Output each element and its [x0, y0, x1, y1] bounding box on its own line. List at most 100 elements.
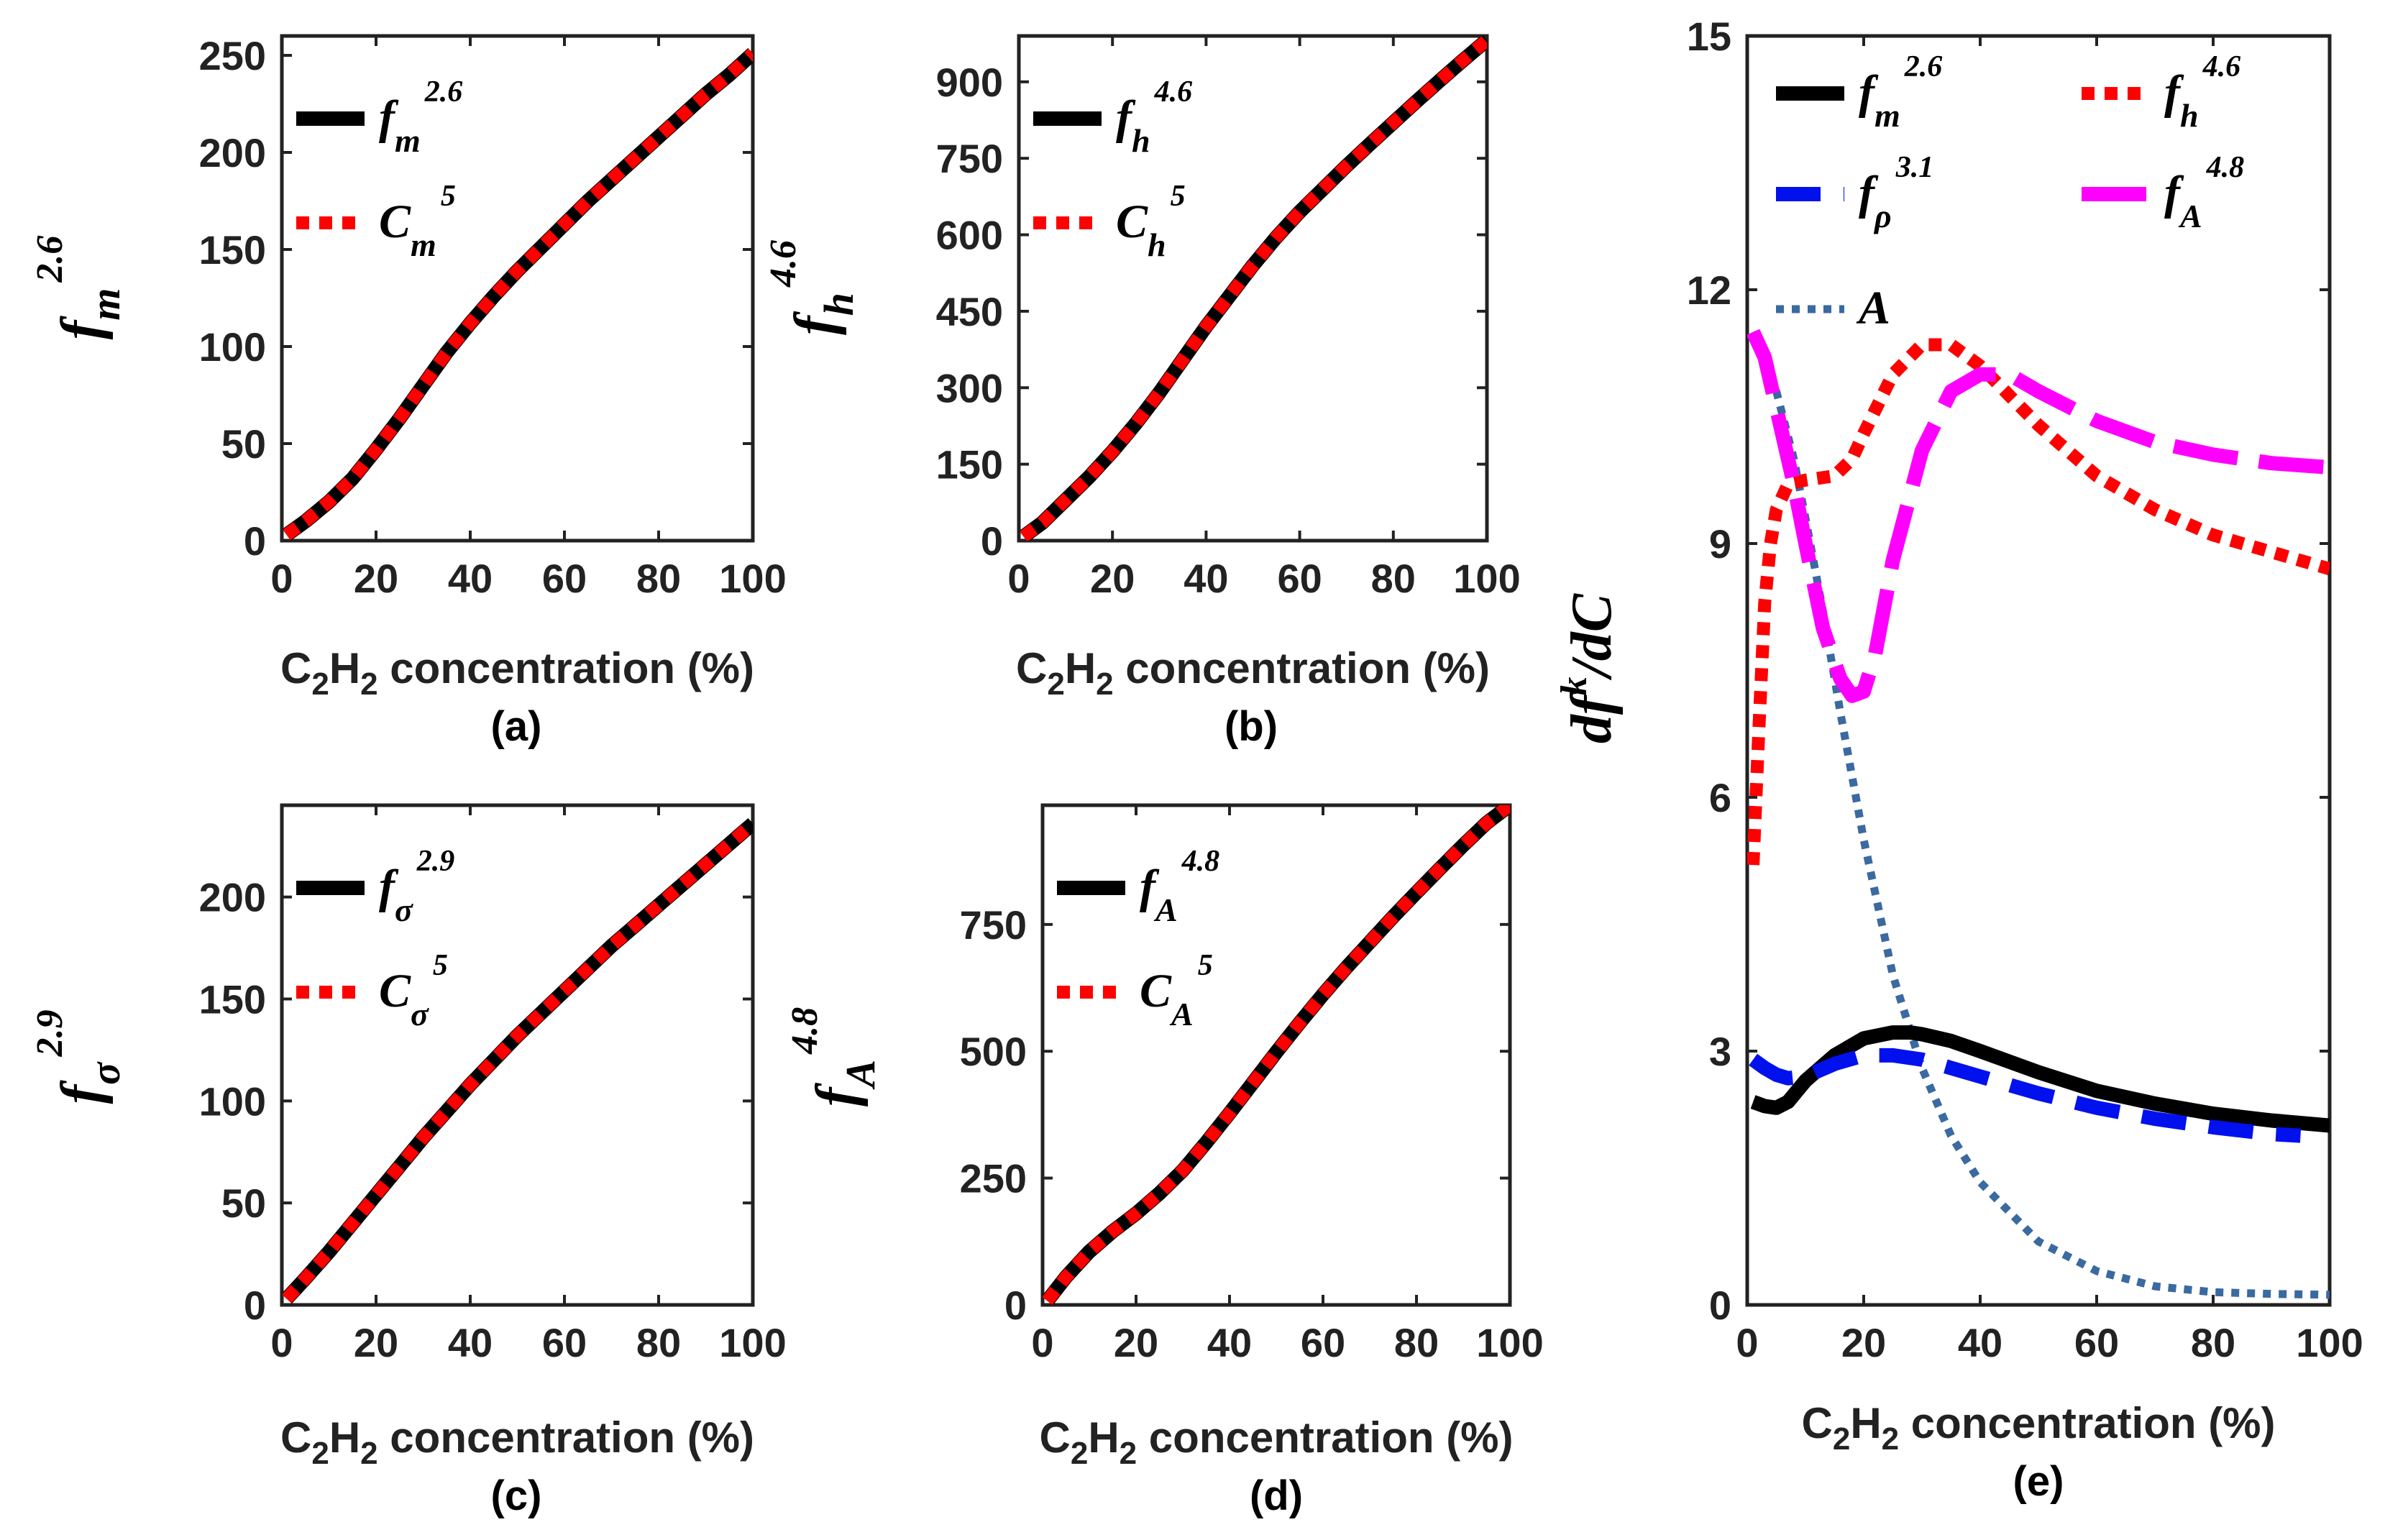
x-tick-label: 40 [1958, 1320, 2002, 1365]
y-tick-label: 500 [960, 1029, 1027, 1074]
legend-entry-4: A [1776, 282, 1890, 334]
x-tick-label: 60 [2074, 1320, 2119, 1365]
y-axis-label: fh4.6 [763, 240, 862, 335]
x-tick-label: 0 [270, 556, 293, 601]
y-tick-label: 0 [244, 1283, 266, 1328]
x-tick-label: 60 [1277, 556, 1322, 601]
plot-frame [1040, 803, 1512, 1307]
y-tick-label: 100 [199, 324, 266, 370]
y-axis-label: fσ2.9 [29, 1010, 129, 1104]
panel-caption: (d) [1250, 1472, 1303, 1519]
panel-c: 0 20 40 60 80 100 0 50 100 150 200 fσ2.9 Cσ5 C2H2 con… [29, 803, 787, 1519]
legend-label: Cσ5 [379, 949, 448, 1032]
y-tick-label: 0 [244, 518, 266, 564]
x-tick-label: 40 [448, 556, 493, 601]
legend-label: Cm5 [379, 180, 456, 263]
y-tick-label: 50 [221, 421, 266, 467]
y-tick-label: 6 [1709, 775, 1731, 820]
x-tick-label: 80 [1394, 1320, 1439, 1365]
svg-text:fm2.6: fm2.6 [29, 236, 129, 340]
x-tick-label: 100 [719, 556, 786, 601]
x-tick-label: 100 [2296, 1320, 2363, 1365]
plot-frame [280, 803, 755, 1307]
svg-text:fh4.6: fh4.6 [763, 240, 862, 335]
x-tick-label: 60 [542, 1320, 587, 1365]
x-tick-label: 0 [270, 1320, 293, 1365]
legend-entry-0: fm2.6 [296, 75, 462, 159]
legend-entry-1: fρ3.1 [1776, 151, 1933, 234]
y-tick-label: 200 [199, 875, 266, 920]
legend-label: Ch5 [1116, 180, 1186, 263]
series-line-3 [1747, 329, 2330, 703]
x-tick-label: 0 [1007, 556, 1030, 601]
x-tick-label: 100 [1476, 1320, 1543, 1365]
legend-entry-0: fσ2.9 [296, 845, 454, 928]
y-tick-label: 300 [936, 365, 1003, 411]
series-line-1 [1020, 36, 1487, 541]
y-tick-label: 100 [199, 1078, 266, 1124]
y-tick-label: 250 [960, 1156, 1027, 1201]
x-tick-label: 20 [1090, 556, 1135, 601]
y-tick-label: 150 [199, 227, 266, 272]
y-tick-label: 200 [199, 130, 266, 175]
x-axis-label: C2H2 concentration (%) [1801, 1399, 2275, 1457]
y-tick-label: 750 [936, 136, 1003, 181]
y-tick-label: 900 [936, 60, 1003, 105]
x-tick-label: 40 [448, 1320, 493, 1365]
x-tick-label: 100 [1453, 556, 1520, 601]
panel-caption: (b) [1224, 703, 1278, 750]
x-tick-label: 80 [1371, 556, 1416, 601]
x-tick-label: 60 [542, 556, 587, 601]
svg-text:dfk/dC: dfk/dC [1554, 592, 1624, 743]
panel-b: 0 20 40 60 80 100 0 150 300 450 600 750 900 fh4.6 Ch5 C… [763, 34, 1521, 750]
x-axis-label: C2H2 concentration (%) [280, 1413, 754, 1471]
panel-caption: (e) [2013, 1458, 2064, 1505]
plot-frame [280, 34, 755, 543]
x-tick-label: 60 [1301, 1320, 1345, 1365]
y-tick-label: 12 [1687, 267, 1731, 313]
y-tick-label: 150 [936, 442, 1003, 487]
series-line-1 [1749, 1048, 2302, 1143]
panel-caption: (c) [491, 1472, 542, 1519]
x-tick-label: 0 [1031, 1320, 1053, 1365]
series-line-1 [283, 48, 753, 541]
svg-text:fA4.8: fA4.8 [784, 1007, 884, 1106]
panel-caption: (a) [491, 703, 542, 750]
legend-entry-1: Cm5 [296, 180, 456, 263]
y-tick-label: 0 [1004, 1283, 1027, 1328]
series-line-0 [1750, 1025, 2330, 1133]
y-axis-label: dfk/dC [1554, 592, 1624, 743]
x-tick-label: 80 [636, 1320, 681, 1365]
y-tick-label: 750 [960, 902, 1027, 948]
x-tick-label: 40 [1184, 556, 1228, 601]
plot-frame [1017, 34, 1489, 543]
y-tick-label: 450 [936, 289, 1003, 334]
x-axis-label: C2H2 concentration (%) [280, 644, 754, 702]
y-tick-label: 250 [199, 33, 266, 78]
x-tick-label: 20 [354, 556, 398, 601]
y-tick-label: 15 [1687, 14, 1731, 59]
legend-label: CA5 [1140, 949, 1213, 1032]
legend-label: A [1856, 282, 1890, 334]
y-tick-label: 3 [1709, 1029, 1731, 1074]
panel-a: 0 20 40 60 80 100 0 50 100 150 200 250 fm2.6 Cm5 C2H2 … [29, 33, 787, 750]
y-tick-label: 600 [936, 213, 1003, 258]
x-tick-label: 80 [636, 556, 681, 601]
x-tick-label: 20 [1841, 1320, 1886, 1365]
legend-entry-1: CA5 [1057, 949, 1213, 1032]
series-line-2 [1747, 338, 2330, 866]
y-tick-label: 150 [199, 976, 266, 1022]
y-axis-label: fA4.8 [784, 1007, 884, 1106]
y-tick-label: 50 [221, 1181, 266, 1226]
legend-entry-1: Cσ5 [296, 949, 448, 1032]
x-tick-label: 20 [354, 1320, 398, 1365]
panel-e: 0 20 40 60 80 10003691215fm2.6fρ3.1fh4.6fA4.8… [1554, 14, 2363, 1505]
x-axis-label: C2H2 concentration (%) [1016, 644, 1490, 702]
x-tick-label: 40 [1207, 1320, 1252, 1365]
x-tick-label: 100 [719, 1320, 786, 1365]
y-tick-label: 9 [1709, 521, 1731, 567]
y-tick-label: 0 [981, 518, 1003, 564]
x-tick-label: 0 [1736, 1320, 1758, 1365]
legend-entry-1: Ch5 [1033, 180, 1186, 263]
